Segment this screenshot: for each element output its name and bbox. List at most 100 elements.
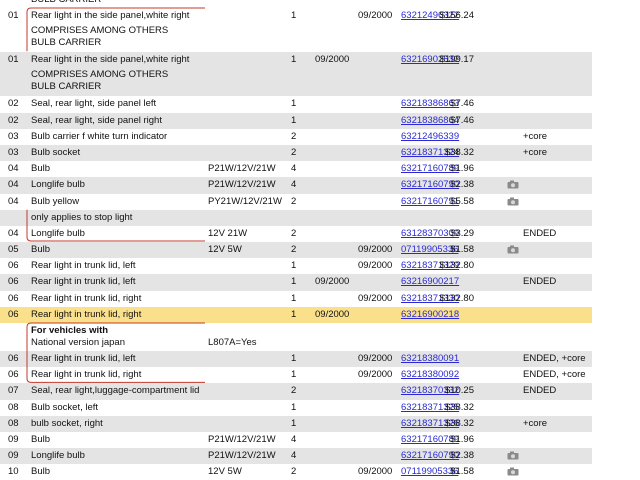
table-row: 08 bulb socket, right 1 63218371326 +core $38… bbox=[0, 415, 592, 432]
part-number[interactable]: 63217160789 bbox=[401, 434, 460, 446]
price: $1.96 bbox=[450, 434, 474, 446]
part-number[interactable]: 63217160789 bbox=[401, 163, 460, 175]
table-row: 01 Rear light in the side panel,white rig… bbox=[0, 52, 592, 97]
quantity: 2 bbox=[291, 147, 297, 159]
description: Bulb yellow bbox=[31, 195, 80, 207]
from-date: 09/2000 bbox=[315, 276, 350, 288]
part-number[interactable]: 63218380092 bbox=[401, 369, 460, 381]
part-number[interactable]: 63212496322 bbox=[401, 10, 460, 22]
table-row: 06 Rear light in trunk lid, left 1 09/2000 6… bbox=[0, 351, 592, 368]
description: Longlife bulb bbox=[31, 227, 85, 239]
part-number[interactable]: 63216900218 bbox=[401, 308, 460, 320]
part-number[interactable]: 63212496339 bbox=[401, 130, 460, 142]
photo-icon[interactable] bbox=[507, 451, 519, 460]
description: Seal, rear light,luggage-compartment lid bbox=[31, 385, 200, 397]
photo-icon[interactable] bbox=[507, 180, 519, 189]
table-row: 09 Longlife bulb P21W/12V/21W 4 63217160790 $… bbox=[0, 448, 592, 465]
table-row: 02 Seal, rear light, side panel right 1 632… bbox=[0, 112, 592, 129]
cell-no: 06 bbox=[8, 308, 19, 320]
part-number[interactable]: 07119905336 bbox=[401, 244, 459, 256]
price: $1.96 bbox=[450, 163, 474, 175]
quantity: 2 bbox=[291, 227, 297, 239]
part-number[interactable]: 63218371330 bbox=[401, 292, 460, 304]
description: Bulb bbox=[31, 244, 51, 256]
part-number[interactable]: 63217160790 bbox=[401, 179, 460, 191]
quantity: 2 bbox=[291, 466, 297, 478]
to-date: 09/2000 bbox=[358, 244, 393, 256]
photo-icon[interactable] bbox=[507, 467, 519, 476]
cell-no: 03 bbox=[8, 147, 19, 159]
part-number[interactable]: 63218386864 bbox=[401, 114, 460, 126]
part-number[interactable]: 63216902532 bbox=[401, 54, 460, 66]
cell-no: 06 bbox=[8, 276, 19, 288]
table-row: 03 Bulb socket 2 63218371324 +core $38.32 bbox=[0, 145, 592, 162]
description: Bulb carrier f white turn indicator bbox=[31, 130, 168, 142]
supplement: P21W/12V/21W bbox=[208, 179, 276, 191]
description: Longlife bulb bbox=[31, 450, 85, 462]
quantity: 1 bbox=[291, 417, 297, 429]
description: Longlife bulb bbox=[31, 179, 85, 191]
quantity: 1 bbox=[291, 308, 297, 320]
remark: ENDED bbox=[523, 276, 557, 288]
description: Rear light in trunk lid, right bbox=[31, 308, 142, 320]
supplement: L807A=Yes bbox=[208, 337, 257, 348]
supplement: 12V 21W bbox=[208, 227, 248, 239]
price: $5.58 bbox=[450, 195, 474, 207]
cell-no: 06 bbox=[8, 369, 19, 381]
cell-no: 08 bbox=[8, 417, 19, 429]
price: $199.17 bbox=[439, 54, 474, 66]
quantity: 2 bbox=[291, 130, 297, 142]
cell-no: 02 bbox=[8, 114, 19, 126]
part-number[interactable]: 63128370309 bbox=[401, 227, 460, 239]
quantity: 1 bbox=[291, 353, 297, 365]
photo-icon[interactable] bbox=[507, 197, 519, 206]
table-row: 03 Bulb carrier f white turn indicator 2 63… bbox=[0, 128, 592, 145]
from-date: 09/2000 bbox=[315, 308, 350, 320]
price: $132.80 bbox=[439, 260, 474, 272]
part-number[interactable]: 63216900217 bbox=[401, 276, 460, 288]
table-row: only applies to stop light bbox=[0, 209, 592, 226]
cell-no: 06 bbox=[8, 260, 19, 272]
part-number[interactable]: 63218371326 bbox=[401, 417, 460, 429]
table-row: 10 Bulb 12V 5W 2 09/2000 07119905336 $1.58 bbox=[0, 464, 592, 480]
remark: ENDED bbox=[523, 385, 557, 397]
part-number[interactable]: 63218370332 bbox=[401, 385, 460, 397]
cell-no: 09 bbox=[8, 450, 19, 462]
supplement: PY21W/12V/21W bbox=[208, 195, 282, 207]
cell-no: 06 bbox=[8, 292, 19, 304]
quantity: 2 bbox=[291, 385, 297, 397]
table-row: 08 Bulb socket, left 1 63218371325 $38.32 bbox=[0, 399, 592, 416]
description: Seal, rear light, side panel right bbox=[31, 114, 162, 126]
table-row: For vehicles with National version japan L… bbox=[0, 323, 592, 351]
part-number[interactable]: 63217160790 bbox=[401, 450, 460, 462]
to-date: 09/2000 bbox=[358, 292, 393, 304]
part-number[interactable]: 63218386863 bbox=[401, 98, 460, 110]
quantity: 4 bbox=[291, 179, 297, 191]
note-line: BULB CARRIER bbox=[31, 0, 101, 6]
remark: ENDED, +core bbox=[523, 369, 586, 381]
remark: +core bbox=[523, 130, 548, 142]
table-row: 06 Rear light in trunk lid, right 1 09/2000… bbox=[0, 367, 592, 384]
photo-icon[interactable] bbox=[507, 245, 519, 254]
description: Rear light in trunk lid, left bbox=[31, 276, 136, 288]
note-line: COMPRISES AMONG OTHERS bbox=[31, 69, 169, 81]
part-number[interactable]: 63218380091 bbox=[401, 353, 460, 365]
description: Bulb bbox=[31, 434, 51, 446]
part-number[interactable]: 63218371325 bbox=[401, 401, 460, 413]
description: Rear light in trunk lid, left bbox=[31, 260, 136, 272]
part-number[interactable]: 63218371329 bbox=[401, 260, 460, 272]
quantity: 4 bbox=[291, 163, 297, 175]
cell-no: 06 bbox=[8, 353, 19, 365]
description: Rear light in trunk lid, right bbox=[31, 369, 142, 381]
note-heading: For vehicles with bbox=[31, 325, 109, 336]
price: $1.58 bbox=[450, 466, 474, 478]
price: $38.32 bbox=[444, 401, 474, 413]
cell-no: 01 bbox=[8, 10, 19, 22]
part-number[interactable]: 07119905336 bbox=[401, 466, 459, 478]
cell-no: 04 bbox=[8, 179, 19, 191]
part-number[interactable]: 63217160791 bbox=[401, 195, 460, 207]
part-number[interactable]: 63218371324 bbox=[401, 147, 460, 159]
cell-no: 07 bbox=[8, 385, 19, 397]
quantity: 1 bbox=[291, 98, 297, 110]
note-line: National version japan bbox=[31, 337, 126, 348]
